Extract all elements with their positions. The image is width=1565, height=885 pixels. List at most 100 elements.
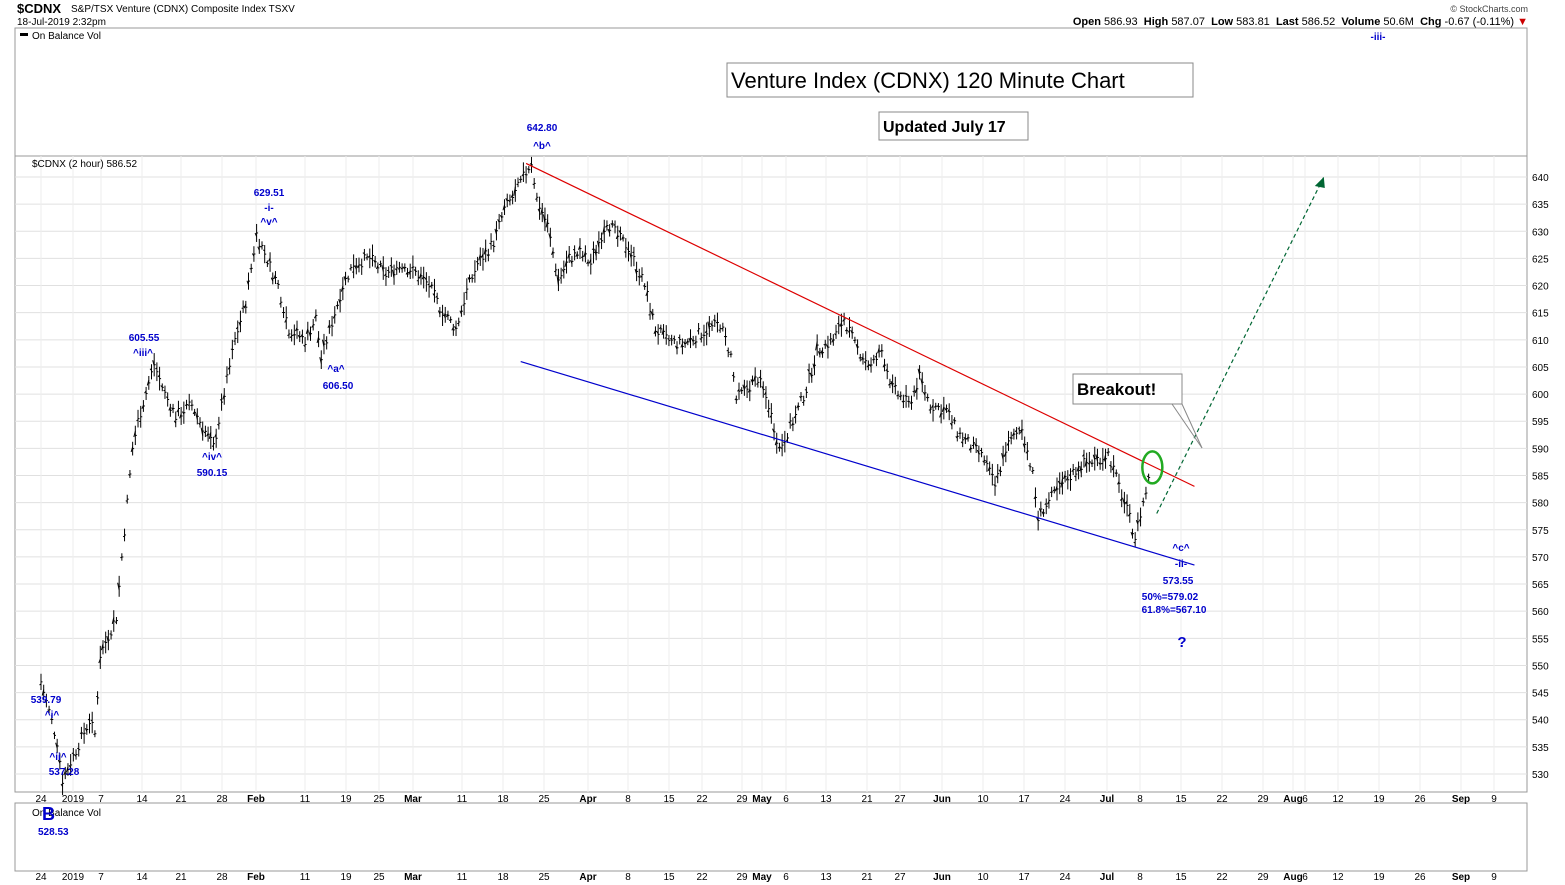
price-bar-open — [1020, 428, 1023, 434]
price-bar-open — [909, 402, 912, 405]
price-bar-open — [1133, 541, 1136, 544]
price-bar-open — [57, 759, 61, 764]
price-bar-open — [392, 269, 395, 279]
x-tick-label: 19 — [340, 872, 352, 883]
price-bar-open — [640, 275, 643, 278]
price-bar-open — [985, 460, 988, 464]
x-tick-label: 12 — [1332, 794, 1344, 805]
down-arrow-icon: ▼ — [1517, 16, 1528, 28]
price-bar-open — [111, 617, 115, 625]
x-tick-label: 10 — [977, 872, 989, 883]
x-tick-label: 24 — [35, 794, 47, 805]
price-bar-open — [847, 331, 850, 333]
x-tick-label: 29 — [736, 794, 748, 805]
price-bar-open — [44, 698, 47, 703]
price-bar-open — [451, 327, 454, 331]
price-bar-open — [1098, 462, 1101, 465]
wave-label: -i- — [264, 203, 273, 214]
price-bar-open — [1057, 480, 1061, 485]
price-bar-open — [559, 277, 562, 279]
price-bar-open — [279, 302, 282, 305]
price-bar-open — [257, 246, 260, 251]
price-bar-open — [1092, 454, 1096, 460]
price-bar-open — [920, 378, 923, 385]
x-tick-label: 8 — [625, 872, 631, 883]
price-bar-open — [869, 363, 872, 368]
price-bar-open — [944, 407, 947, 411]
price-bar-open — [624, 251, 627, 254]
price-bar-open — [615, 235, 619, 240]
price-bar-open — [217, 423, 220, 426]
x-tick-label: 12 — [1332, 872, 1344, 883]
price-bar-open — [510, 194, 514, 198]
x-tick-label: 17 — [1018, 872, 1030, 883]
price-bar-open — [332, 315, 336, 319]
price-bar-open — [834, 333, 837, 336]
price-bar-open — [1119, 498, 1123, 501]
price-bar-open — [731, 374, 734, 377]
price-bar-open — [146, 380, 150, 386]
price-bar-open — [726, 349, 729, 352]
price-bar-open — [1003, 452, 1007, 457]
price-bar-open — [861, 356, 864, 361]
x-tick-label: Feb — [247, 872, 265, 883]
price-bar-open — [734, 398, 737, 401]
price-bar-open — [136, 419, 139, 422]
price-bar-open — [87, 718, 90, 721]
wave-label: ^v^ — [260, 217, 277, 228]
price-bar-open — [125, 500, 128, 502]
price-bar-open — [203, 431, 206, 434]
price-bar-open — [437, 310, 441, 315]
price-bar-open — [537, 208, 541, 213]
price-bar-open — [917, 368, 921, 375]
price-bar-open — [424, 277, 427, 281]
x-tick-label: 15 — [663, 794, 675, 805]
x-tick-label: 28 — [216, 872, 228, 883]
price-bar-open — [610, 223, 613, 226]
x-tick-label: 25 — [373, 794, 385, 805]
price-bar-open — [1125, 500, 1128, 505]
obv-top-label: On Balance Vol — [32, 31, 101, 42]
price-bar-open — [529, 163, 532, 165]
y-tick-label: 620 — [1532, 282, 1549, 293]
price-bar-open — [1135, 520, 1139, 525]
y-tick-label: 560 — [1532, 607, 1549, 618]
price-bar-open — [788, 421, 791, 424]
x-tick-label: 24 — [1059, 794, 1071, 805]
price-bar-open — [375, 265, 379, 270]
price-bar-open — [613, 223, 616, 226]
price-bar-open — [1001, 453, 1004, 460]
price-bar-open — [419, 273, 422, 279]
price-bar-open — [839, 322, 842, 327]
support-line — [520, 360, 1195, 566]
price-bar-open — [313, 315, 317, 319]
wave-label: -ii- — [1175, 559, 1187, 570]
price-bar-open — [211, 445, 214, 447]
x-tick-label: 27 — [894, 872, 906, 883]
price-bar-open — [400, 267, 403, 270]
y-tick-label: 570 — [1532, 553, 1549, 564]
brand: © StockCharts.com — [1450, 4, 1528, 14]
price-bar-open — [311, 324, 314, 328]
price-bar-open — [238, 321, 241, 327]
price-bar-open — [47, 709, 50, 712]
price-bar-open — [384, 273, 387, 277]
price-bar-open — [561, 269, 565, 273]
price-bar-open — [316, 336, 320, 344]
symbol: $CDNX — [17, 1, 62, 16]
price-bar-open — [842, 319, 845, 322]
price-bar-open — [176, 409, 179, 413]
x-tick-label: 21 — [861, 872, 873, 883]
price-bar-open — [661, 328, 665, 335]
price-bar-open — [939, 412, 942, 418]
price-bar-open — [467, 277, 470, 281]
y-tick-label: 590 — [1532, 444, 1549, 455]
price-bar-open — [756, 383, 759, 385]
y-tick-label: 605 — [1532, 363, 1549, 374]
price-bar-open — [1038, 508, 1042, 513]
price-bar-open — [858, 357, 861, 359]
price-bar-open — [273, 274, 276, 280]
price-bar-open — [766, 410, 769, 413]
price-bar-open — [149, 368, 152, 371]
price-bar-open — [893, 385, 896, 388]
